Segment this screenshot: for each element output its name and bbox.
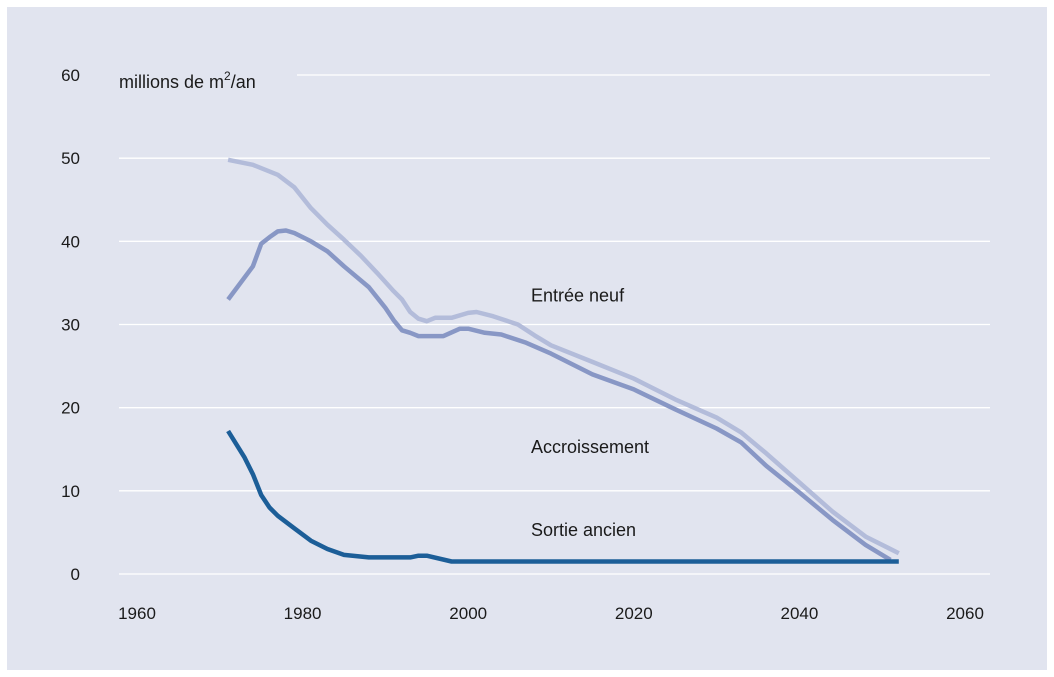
series-annotation: Entrée neuf bbox=[531, 285, 625, 305]
y-tick-label: 50 bbox=[61, 149, 80, 168]
x-tick-label: 1980 bbox=[284, 604, 322, 623]
y-axis-label: millions de m2/an bbox=[119, 69, 256, 92]
chart-panel: 0 10 20 30 40 50 60 1960 1980 2000 2020 2040 2060 mi… bbox=[7, 7, 1047, 670]
series-line-1 bbox=[227, 157, 900, 556]
series-line-3 bbox=[226, 429, 899, 564]
y-tick-label: 10 bbox=[61, 482, 80, 501]
series-lines bbox=[226, 157, 900, 564]
y-tick-label: 40 bbox=[61, 232, 80, 251]
series-annotations: Entrée neuf Accroissement Sortie ancien bbox=[531, 285, 649, 540]
y-tick-label: 30 bbox=[61, 316, 80, 335]
x-tick-label: 2040 bbox=[780, 604, 818, 623]
y-tick-label: 0 bbox=[71, 565, 80, 584]
x-tick-label: 2000 bbox=[449, 604, 487, 623]
x-tick-label: 2020 bbox=[615, 604, 653, 623]
axis-ticks: 0 10 20 30 40 50 60 1960 1980 2000 2020 2040 2060 bbox=[61, 66, 984, 623]
y-tick-label: 60 bbox=[61, 66, 80, 85]
y-tick-label: 20 bbox=[61, 399, 80, 418]
line-chart: 0 10 20 30 40 50 60 1960 1980 2000 2020 2040 2060 mi… bbox=[61, 66, 990, 623]
series-annotation: Sortie ancien bbox=[531, 520, 636, 540]
series-line-2 bbox=[226, 228, 892, 562]
x-tick-label: 2060 bbox=[946, 604, 984, 623]
x-tick-label: 1960 bbox=[118, 604, 156, 623]
series-annotation: Accroissement bbox=[531, 437, 649, 457]
grid-lines bbox=[119, 74, 990, 575]
